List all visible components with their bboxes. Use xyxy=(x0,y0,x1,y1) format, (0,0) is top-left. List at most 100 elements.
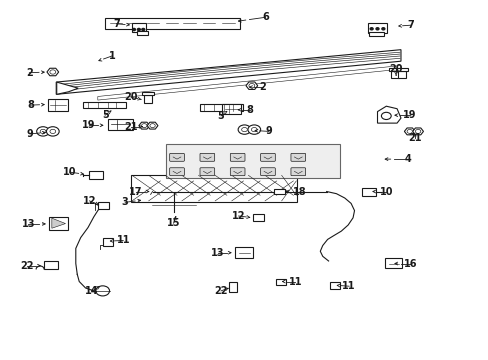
Text: 6: 6 xyxy=(262,12,268,22)
Polygon shape xyxy=(57,82,78,94)
PathPatch shape xyxy=(56,50,400,94)
FancyBboxPatch shape xyxy=(230,153,244,161)
Text: 11: 11 xyxy=(342,281,355,291)
Text: 12: 12 xyxy=(82,196,96,206)
Text: 10: 10 xyxy=(379,186,392,197)
Text: 19: 19 xyxy=(402,110,416,120)
Circle shape xyxy=(137,28,140,31)
Circle shape xyxy=(248,84,254,88)
Text: 8: 8 xyxy=(246,105,253,115)
Text: 8: 8 xyxy=(27,100,34,110)
Polygon shape xyxy=(52,218,65,228)
FancyBboxPatch shape xyxy=(260,153,275,161)
Text: 13: 13 xyxy=(210,248,224,258)
FancyBboxPatch shape xyxy=(200,153,214,161)
Circle shape xyxy=(247,125,260,134)
Text: 3: 3 xyxy=(122,197,128,207)
Circle shape xyxy=(40,129,46,134)
Text: 2: 2 xyxy=(26,68,33,78)
FancyBboxPatch shape xyxy=(253,214,264,221)
Circle shape xyxy=(406,130,411,133)
Circle shape xyxy=(149,123,155,128)
FancyBboxPatch shape xyxy=(385,258,402,268)
FancyBboxPatch shape xyxy=(276,279,285,285)
Text: 12: 12 xyxy=(231,211,245,221)
Polygon shape xyxy=(412,128,423,135)
FancyBboxPatch shape xyxy=(395,68,407,71)
Circle shape xyxy=(375,28,378,30)
Polygon shape xyxy=(404,128,414,135)
FancyBboxPatch shape xyxy=(48,99,68,111)
Circle shape xyxy=(96,286,109,296)
Text: 13: 13 xyxy=(21,219,35,229)
Circle shape xyxy=(132,28,135,31)
FancyBboxPatch shape xyxy=(230,168,244,176)
Circle shape xyxy=(50,129,56,134)
FancyBboxPatch shape xyxy=(131,175,297,202)
Text: 7: 7 xyxy=(407,20,413,30)
Text: 20: 20 xyxy=(124,92,138,102)
Polygon shape xyxy=(377,106,400,123)
FancyBboxPatch shape xyxy=(169,153,184,161)
Text: 15: 15 xyxy=(166,218,180,228)
PathPatch shape xyxy=(98,66,400,100)
Polygon shape xyxy=(139,122,149,129)
FancyBboxPatch shape xyxy=(329,282,339,289)
FancyBboxPatch shape xyxy=(397,71,405,78)
Circle shape xyxy=(142,28,144,31)
FancyBboxPatch shape xyxy=(143,95,151,103)
FancyBboxPatch shape xyxy=(260,168,275,176)
Text: 22: 22 xyxy=(20,261,34,271)
Text: 4: 4 xyxy=(404,154,411,164)
Text: 2: 2 xyxy=(259,82,265,92)
Text: 21: 21 xyxy=(407,132,421,143)
Circle shape xyxy=(369,28,372,30)
Circle shape xyxy=(50,70,56,74)
Text: 16: 16 xyxy=(403,258,417,269)
Circle shape xyxy=(241,127,247,132)
FancyBboxPatch shape xyxy=(222,104,241,114)
FancyBboxPatch shape xyxy=(44,261,58,269)
Polygon shape xyxy=(147,122,158,129)
Text: 14: 14 xyxy=(85,286,99,296)
Circle shape xyxy=(381,28,384,30)
FancyBboxPatch shape xyxy=(169,168,184,176)
FancyBboxPatch shape xyxy=(367,23,386,33)
Bar xyxy=(166,144,339,178)
Polygon shape xyxy=(245,82,257,89)
FancyBboxPatch shape xyxy=(49,217,68,230)
Circle shape xyxy=(415,130,420,133)
FancyBboxPatch shape xyxy=(200,168,214,176)
Text: 5: 5 xyxy=(217,111,224,121)
FancyBboxPatch shape xyxy=(132,23,145,32)
FancyBboxPatch shape xyxy=(105,18,239,29)
Text: 18: 18 xyxy=(292,186,306,197)
Circle shape xyxy=(141,123,146,128)
Text: 11: 11 xyxy=(288,276,302,287)
Polygon shape xyxy=(47,68,59,76)
FancyBboxPatch shape xyxy=(98,202,108,209)
FancyBboxPatch shape xyxy=(234,247,253,258)
Text: 9: 9 xyxy=(265,126,272,136)
Circle shape xyxy=(37,127,49,136)
FancyBboxPatch shape xyxy=(89,171,102,179)
Text: 7: 7 xyxy=(113,19,120,29)
Text: 5: 5 xyxy=(102,110,108,120)
Text: 11: 11 xyxy=(116,235,130,246)
Text: 21: 21 xyxy=(124,122,138,132)
FancyBboxPatch shape xyxy=(290,153,305,161)
FancyBboxPatch shape xyxy=(290,168,305,176)
FancyBboxPatch shape xyxy=(83,102,126,108)
FancyBboxPatch shape xyxy=(361,188,375,196)
Text: 1: 1 xyxy=(109,51,116,61)
Text: 20: 20 xyxy=(388,64,402,74)
FancyBboxPatch shape xyxy=(142,92,153,95)
FancyBboxPatch shape xyxy=(273,189,284,194)
FancyBboxPatch shape xyxy=(390,71,398,78)
FancyBboxPatch shape xyxy=(368,32,383,36)
Text: 19: 19 xyxy=(82,120,96,130)
Circle shape xyxy=(238,125,250,134)
Circle shape xyxy=(46,127,59,136)
FancyBboxPatch shape xyxy=(228,282,236,292)
FancyBboxPatch shape xyxy=(107,119,133,130)
